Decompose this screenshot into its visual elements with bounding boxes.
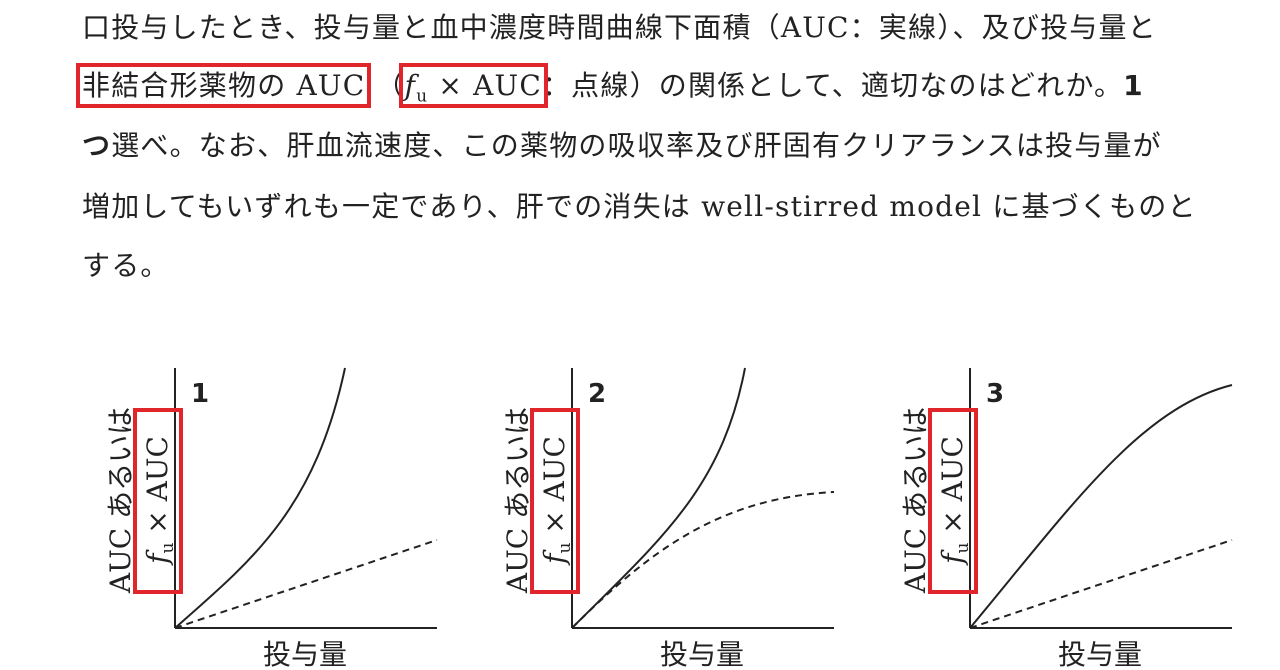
y-axis-label: AUC あるいは xyxy=(501,407,534,594)
graph-panel: 2 投与量 AUC あるいは fu × AUC xyxy=(501,367,835,670)
graph-panel: 1 投与量 AUC あるいは fu × AUC xyxy=(104,367,438,670)
graph-panel: 3 投与量 AUC あるいは fu × AUC xyxy=(899,368,1233,670)
highlight-box xyxy=(530,408,580,594)
text: × AUC xyxy=(538,436,571,543)
highlight-box xyxy=(133,408,183,594)
dashed-curve xyxy=(571,491,835,629)
text: u xyxy=(416,85,429,106)
question-line: 増加してもいずれも一定であり、肝での消失は well-stirred model… xyxy=(82,190,1197,223)
text: × AUC xyxy=(936,436,969,543)
highlight-text: fu × AUC xyxy=(398,63,548,108)
text: ：点線）の関係として、適切なのはどれか。 xyxy=(541,69,1124,102)
y-axis-label: fu × AUC xyxy=(936,436,973,566)
solid-curve xyxy=(969,384,1233,629)
question-line: 非結合形薬物の AUC （fu × AUC：点線）の関係として、適切なのはどれか… xyxy=(75,63,1144,116)
text: u xyxy=(953,543,973,554)
text: 1 xyxy=(1123,69,1144,102)
text: f xyxy=(404,69,417,102)
question-line: 口投与したとき、投与量と血中濃度時間曲線下面積（AUC：実線）、及び投与量と xyxy=(82,11,1157,44)
dashed-curve xyxy=(174,539,438,629)
solid-curve xyxy=(174,367,346,629)
text: × AUC xyxy=(428,69,542,102)
question-line: つ選べ。なお、肝血流速度、この薬物の吸収率及び肝固有クリアランスは投与量が xyxy=(82,126,1162,166)
highlight-box xyxy=(928,408,978,594)
x-axis-label: 投与量 xyxy=(263,638,347,670)
text: 選べ。なお、肝血流速度、この薬物の吸収率及び肝固有クリアランスは投与量が xyxy=(111,129,1162,162)
y-axis-label: AUC あるいは xyxy=(899,407,932,594)
y-axis-label: AUC あるいは xyxy=(104,407,137,594)
panel-number: 2 xyxy=(588,379,606,409)
text: つ xyxy=(82,129,112,162)
solid-curve xyxy=(571,367,746,629)
y-axis-label: fu × AUC xyxy=(538,436,575,566)
highlight-text: 非結合形薬物の AUC xyxy=(75,63,372,108)
x-axis-label: 投与量 xyxy=(660,638,744,670)
dashed-curve xyxy=(969,539,1233,629)
text: × AUC xyxy=(141,436,174,543)
x-axis-label: 投与量 xyxy=(1058,638,1142,670)
y-axis-label: fu × AUC xyxy=(141,436,178,566)
text: u xyxy=(158,543,178,554)
panel-number: 1 xyxy=(191,379,209,409)
question-line: する。 xyxy=(82,249,170,282)
text: （ xyxy=(375,69,405,102)
panel-number: 3 xyxy=(986,379,1004,409)
text: u xyxy=(555,543,575,554)
